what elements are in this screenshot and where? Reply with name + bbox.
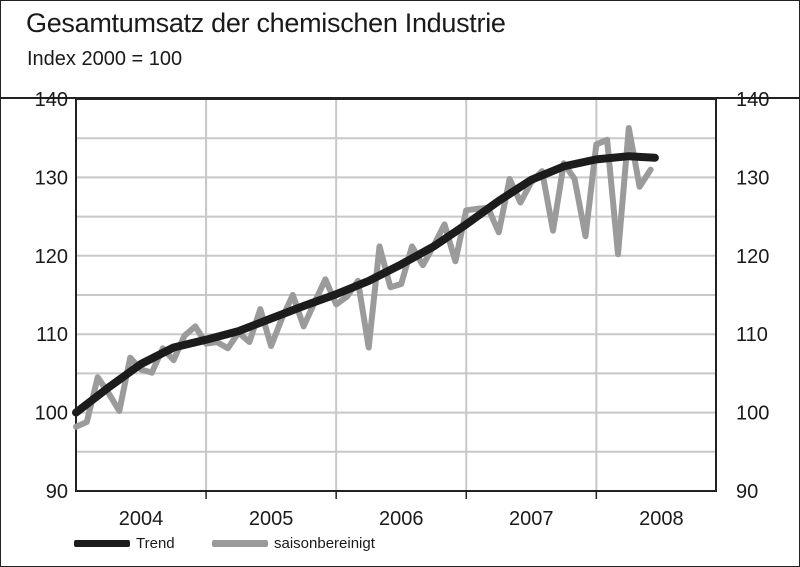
x-tick-label: 2007 (509, 508, 554, 530)
x-tick-label: 2005 (249, 508, 294, 530)
y-tick-label-right: 140 (736, 89, 769, 111)
y-tick-label-left: 110 (36, 324, 68, 346)
y-tick-label-right: 100 (736, 403, 769, 425)
y-tick-label-right: 120 (736, 246, 769, 268)
legend-label-trend: Trend (136, 535, 175, 552)
legend-swatch-trend (74, 540, 130, 547)
x-tick-label: 2008 (639, 508, 684, 530)
y-tick-label-right: 130 (736, 167, 769, 189)
series-line-seasonal (73, 125, 654, 430)
x-tick-label: 2004 (119, 508, 164, 530)
legend-label-seasonal: saisonbereinigt (274, 535, 375, 552)
legend-item-seasonal: saisonbereinigt (212, 535, 375, 552)
series-line-trend (72, 152, 659, 417)
y-tick-label-left: 100 (35, 403, 68, 425)
y-tick-label-left: 120 (35, 246, 68, 268)
y-tick-label-left: 90 (46, 481, 68, 503)
y-tick-label-right: 110 (736, 324, 768, 346)
chart-subtitle: Index 2000 = 100 (27, 48, 183, 70)
plot-area-border (75, 98, 717, 492)
y-tick-label-left: 140 (35, 89, 68, 111)
chart-title: Gesamtumsatz der chemischen Industrie (26, 8, 506, 38)
y-tick-label-left: 130 (35, 167, 68, 189)
legend-item-trend: Trend (74, 535, 175, 552)
y-tick-label-right: 90 (736, 481, 758, 503)
legend-swatch-seasonal (212, 540, 268, 547)
x-tick-label: 2006 (379, 508, 424, 530)
